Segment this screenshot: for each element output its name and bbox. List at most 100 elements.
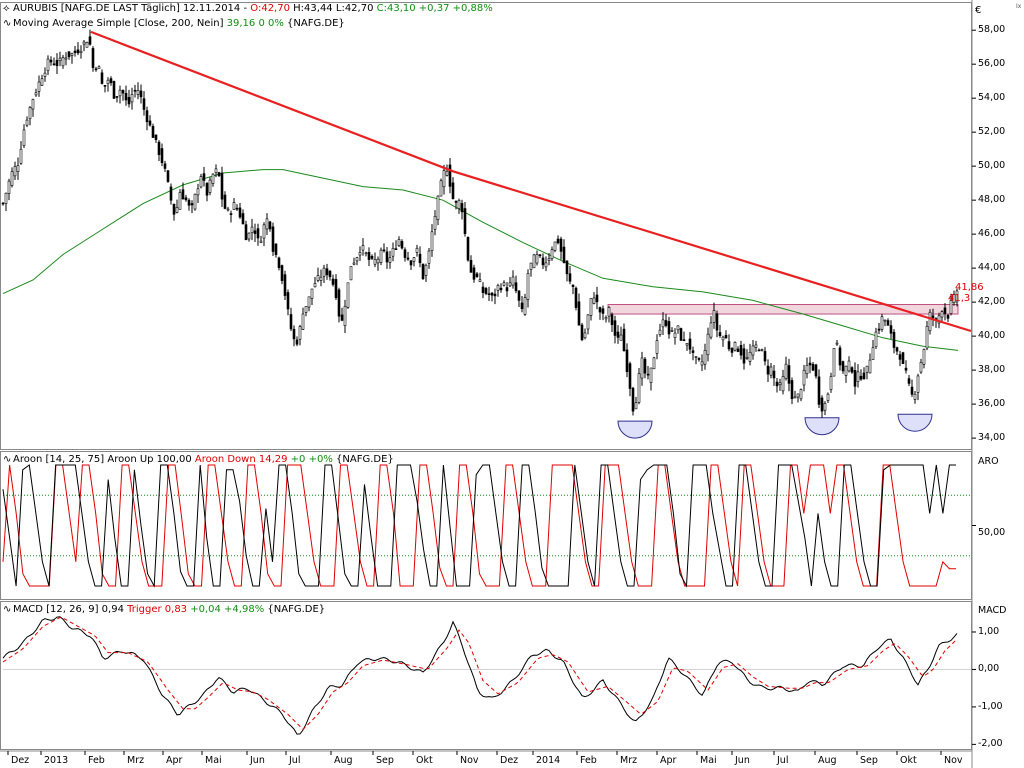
price-candle [814,364,818,377]
price-candle [955,290,959,303]
price-candle [724,334,728,339]
price-candle [52,63,56,66]
price-candle [475,273,479,277]
price-candle [394,248,398,251]
price-candle [607,307,611,317]
price-candle [289,314,293,330]
price-candle [229,213,233,215]
price-candle [490,292,494,296]
price-candle [7,180,11,194]
price-candle [709,322,713,338]
price-candle [217,172,221,177]
time-tick-label: Jun [735,755,750,766]
price-candle [367,252,371,260]
price-candle [106,79,110,84]
price-candle [4,192,8,204]
macd-tick-label: 0,00 [978,663,1000,675]
aroon-axis-mid: 50,00 [978,527,1006,538]
price-candle [946,314,950,319]
price-candle [604,317,608,320]
bottom-marker [617,420,653,439]
moving-average-line [2,169,959,351]
price-candle [625,349,629,373]
panel-frames [0,0,973,768]
currency-label: € [975,5,982,16]
price-candle [205,182,209,196]
macd-tick-label: -1,00 [978,700,1003,712]
price-candle [175,207,179,213]
price-candle [58,57,62,62]
price-candle [196,188,200,196]
price-candle [529,262,533,270]
macd-header-suffix: {NAFG.DE} [264,604,326,615]
price-candle [436,195,440,220]
macd-line [2,616,958,735]
price-candle [823,403,827,411]
price-candle [319,276,323,281]
price-candle [601,308,605,314]
time-tick-label: Sep [376,755,394,766]
price-candle [142,98,146,110]
price-candle [118,89,122,97]
price-candle [478,279,482,282]
price-candle [799,389,803,400]
price-candle [151,125,155,138]
price-candle [64,57,68,60]
aroon-change: +0 +0% [287,454,333,465]
time-tick-label: Jul [289,755,301,766]
price-candle [25,119,29,126]
price-candle [778,382,782,386]
price-candle [400,241,404,249]
price-candle [907,378,911,384]
ma-header: ∿ Moving Average Simple [Close, 200, Nein… [3,18,345,30]
price-candle [514,282,518,291]
trigger-line [2,616,958,731]
price-candle [376,258,380,264]
price-candle [19,148,23,164]
wave-icon: ∿ [3,18,12,29]
price-tick-label: 38,00 [978,364,1006,376]
price-candle [544,262,548,268]
price-candle [481,286,485,293]
price-candle [718,332,722,336]
price-candle [805,365,809,375]
price-candle [571,284,575,287]
price-candle [433,216,437,230]
price-candle [538,254,542,257]
price-candle [616,331,620,338]
price-candle [556,238,560,244]
price-candle [214,168,218,173]
time-tick-label: Jul [777,755,789,766]
price-candle [247,232,251,240]
price-candle [508,282,512,287]
price-candle [73,50,77,53]
price-candle [448,164,452,187]
price-candle [10,171,14,186]
corner-mark[interactable]: Ix [1016,3,1022,10]
price-tick-label: 54,00 [978,92,1006,104]
price-candle [703,350,707,365]
price-candle [304,306,308,313]
price-candle [622,328,626,352]
diamond-cursor-icon: ⟡ [3,3,10,14]
panel-frame [0,601,972,750]
price-candle [316,275,320,281]
resistance-zone [607,304,959,315]
price-tick-label: 50,00 [978,160,1006,172]
time-tick-label: Okt [900,755,917,766]
price-candle [55,60,59,67]
price-candle [535,254,539,264]
price-candle [739,345,743,356]
aroon-reference-lines [3,494,971,557]
price-candle [124,93,128,101]
time-tick-label: Jun [250,755,265,766]
price-candle [139,90,143,98]
price-candle [745,357,749,359]
time-tick-label: Mai [700,755,717,766]
aroon-header: ∿ Aroon [14, 25, 75] Aroon Up 100,00 Aroo… [3,454,394,466]
ma-header-prefix: Moving Average Simple [Close, 200, Nein] [13,18,227,29]
price-candle [589,298,593,316]
price-candle [388,257,392,263]
price-tick-label: 58,00 [978,24,1006,36]
price-candle [418,253,422,264]
